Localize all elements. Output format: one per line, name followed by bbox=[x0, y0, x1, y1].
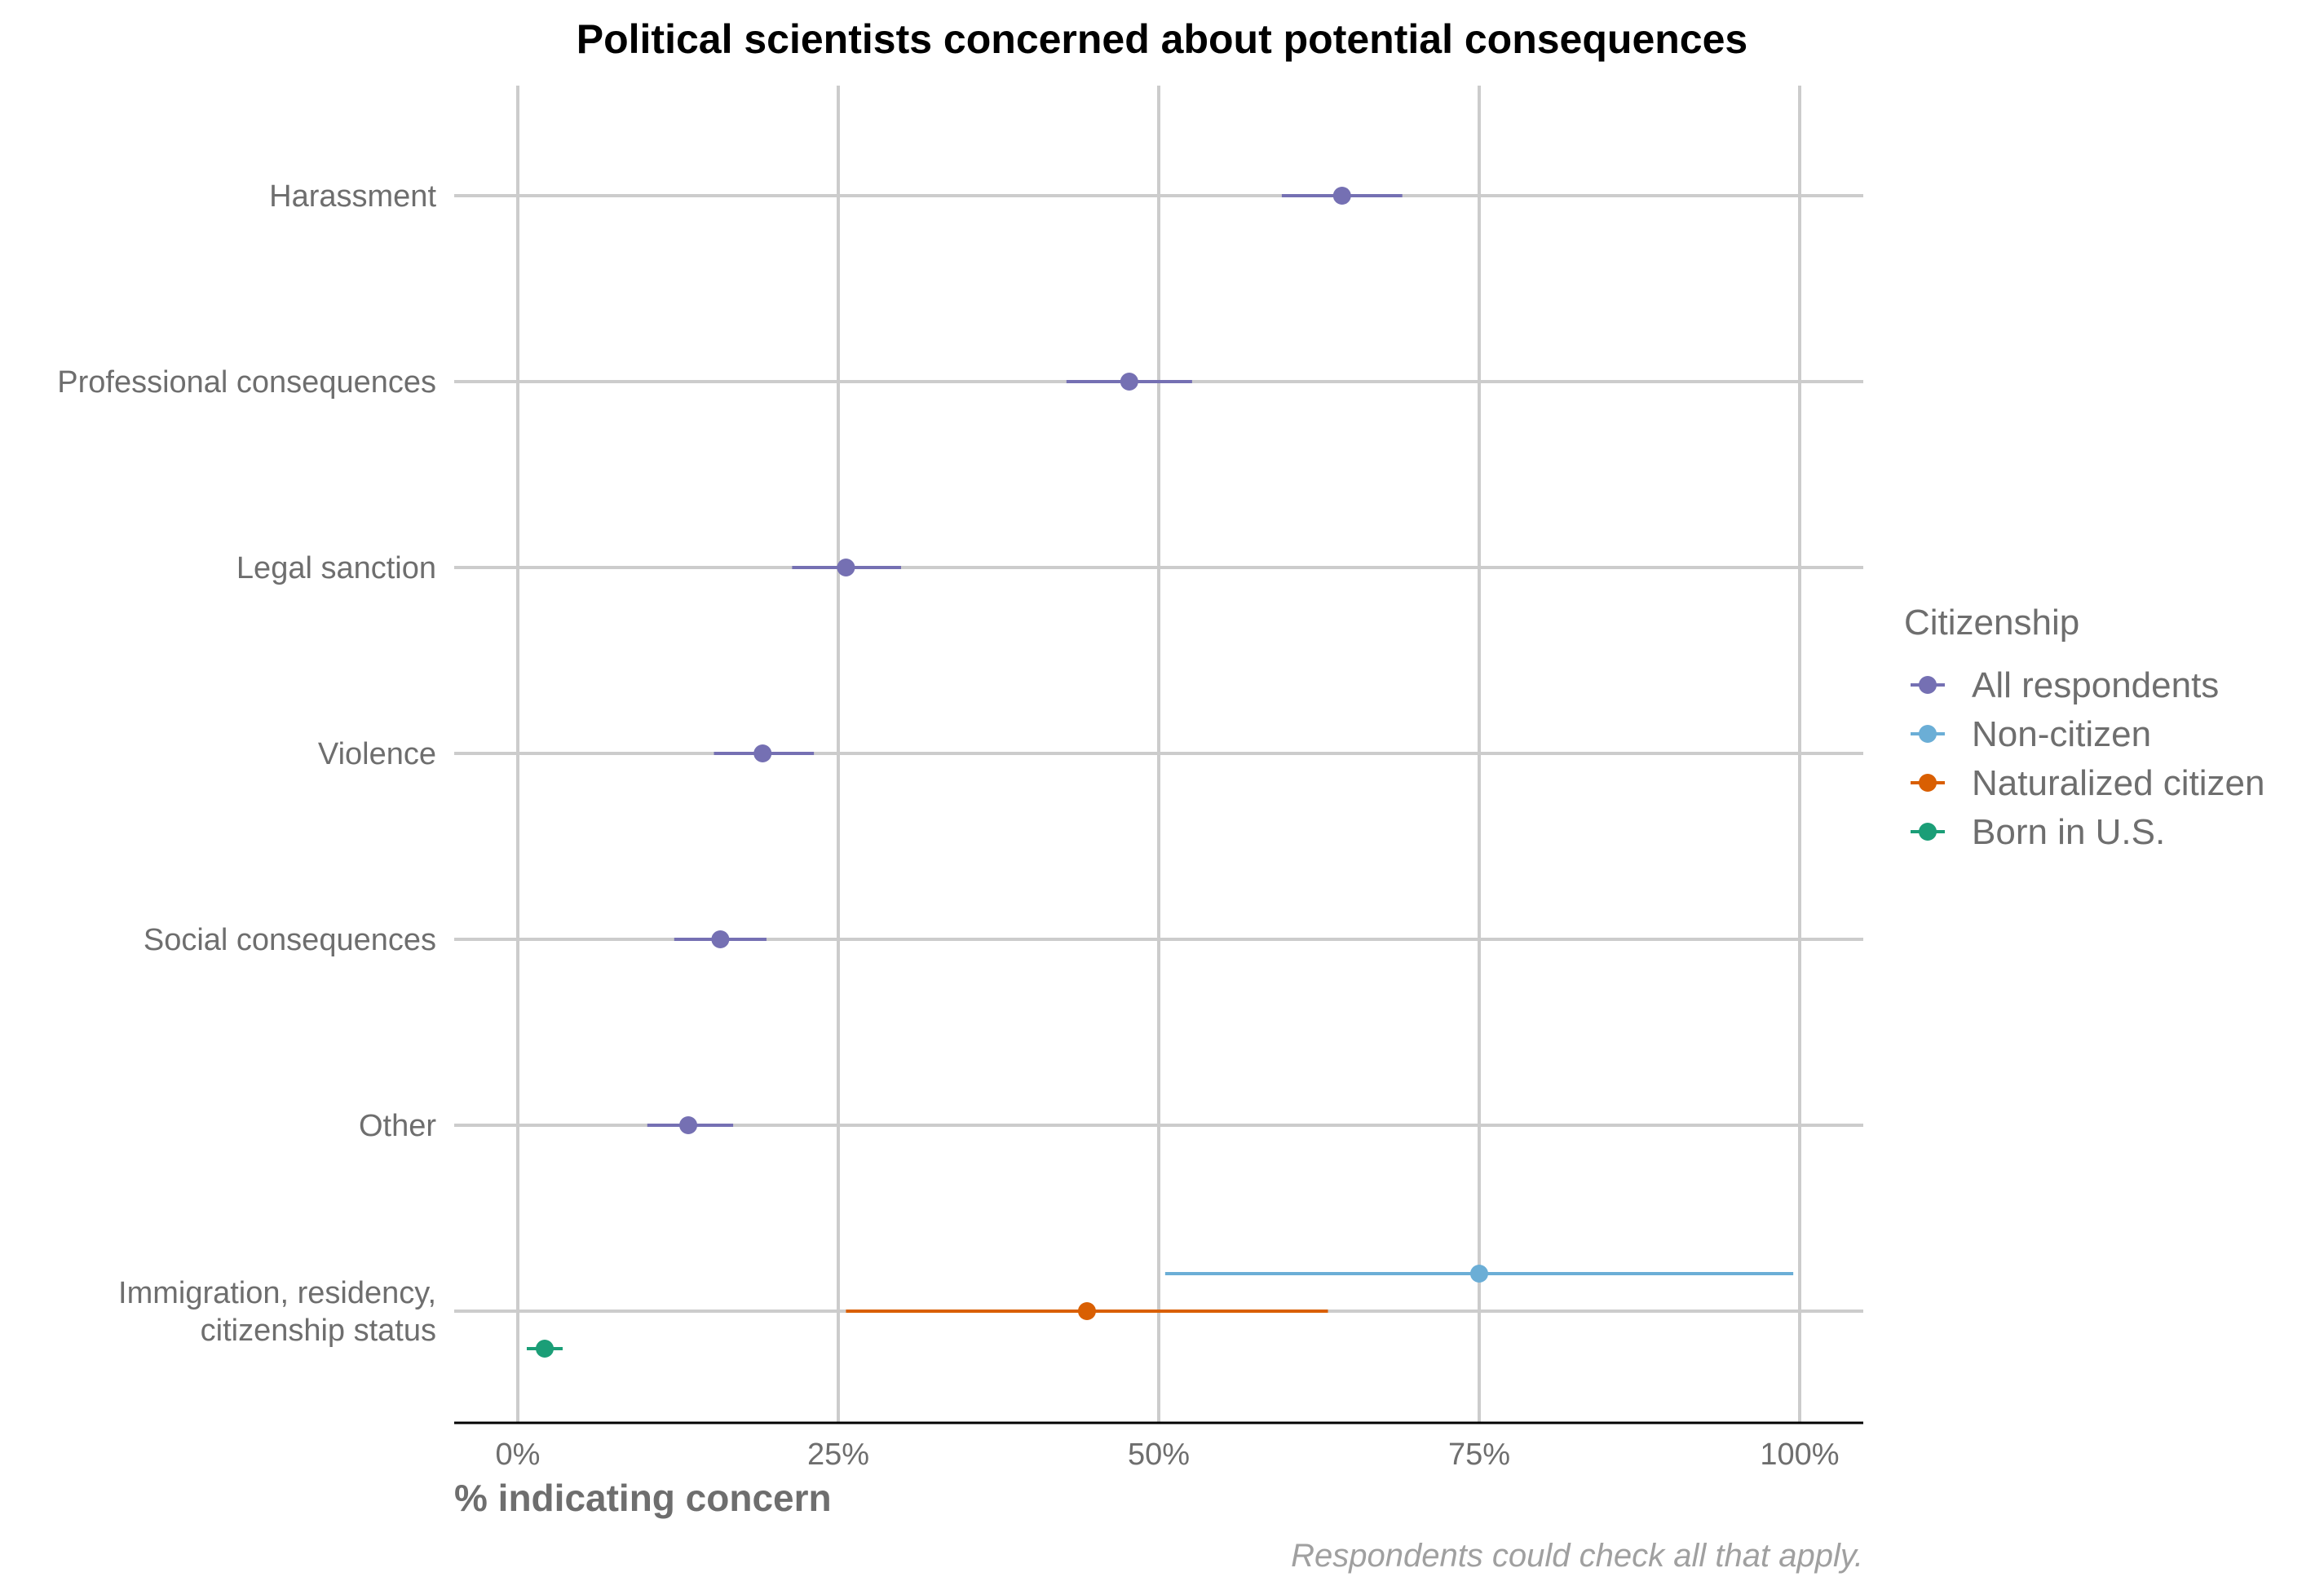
y-tick-label: Other bbox=[359, 1109, 436, 1143]
legend-key-point bbox=[1919, 725, 1937, 743]
y-tick-label: Violence bbox=[318, 737, 436, 771]
x-tick-label: 50% bbox=[1128, 1438, 1190, 1472]
data-point bbox=[1077, 1302, 1096, 1320]
data-point bbox=[679, 1116, 698, 1134]
data-point bbox=[1332, 187, 1351, 205]
x-tick-label: 25% bbox=[807, 1438, 869, 1472]
x-tick-label: 0% bbox=[496, 1438, 541, 1472]
legend-key-point bbox=[1919, 676, 1937, 694]
data-point bbox=[1120, 373, 1138, 391]
data-point bbox=[753, 744, 772, 762]
y-tick-label: Harassment bbox=[269, 179, 436, 214]
x-tick-label: 100% bbox=[1760, 1438, 1839, 1472]
y-tick-label: Social consequences bbox=[144, 923, 436, 957]
x-tick-label: 75% bbox=[1448, 1438, 1510, 1472]
data-point bbox=[1470, 1265, 1488, 1283]
legend-key-point bbox=[1919, 823, 1937, 841]
y-tick-label: Professional consequences bbox=[57, 365, 436, 400]
data-point bbox=[536, 1340, 554, 1358]
legend: All respondents Non-citizen Naturalized ci… bbox=[1911, 665, 2265, 852]
data-point bbox=[711, 930, 730, 948]
legend-item-label: All respondents bbox=[1972, 665, 2219, 705]
legend-item-label: Naturalized citizen bbox=[1972, 763, 2265, 803]
legend-item-label: Born in U.S. bbox=[1972, 812, 2165, 852]
x-axis-label: % indicating concern bbox=[454, 1477, 832, 1519]
chart-caption: Respondents could check all that apply. bbox=[1291, 1538, 1863, 1574]
legend-item-label: Non-citizen bbox=[1972, 714, 2151, 754]
plot-area: 0% 25% 50% 75% 100% Harassment Professional co… bbox=[57, 86, 1863, 1472]
chart-title: Political scientists concerned about pot… bbox=[577, 16, 1747, 62]
y-tick-label: Immigration, residency, citizenship statu… bbox=[118, 1276, 436, 1348]
data-point bbox=[837, 559, 855, 576]
legend-title: Citizenship bbox=[1904, 603, 2079, 643]
legend-key-point bbox=[1919, 774, 1937, 792]
y-tick-label: Legal sanction bbox=[236, 551, 436, 585]
